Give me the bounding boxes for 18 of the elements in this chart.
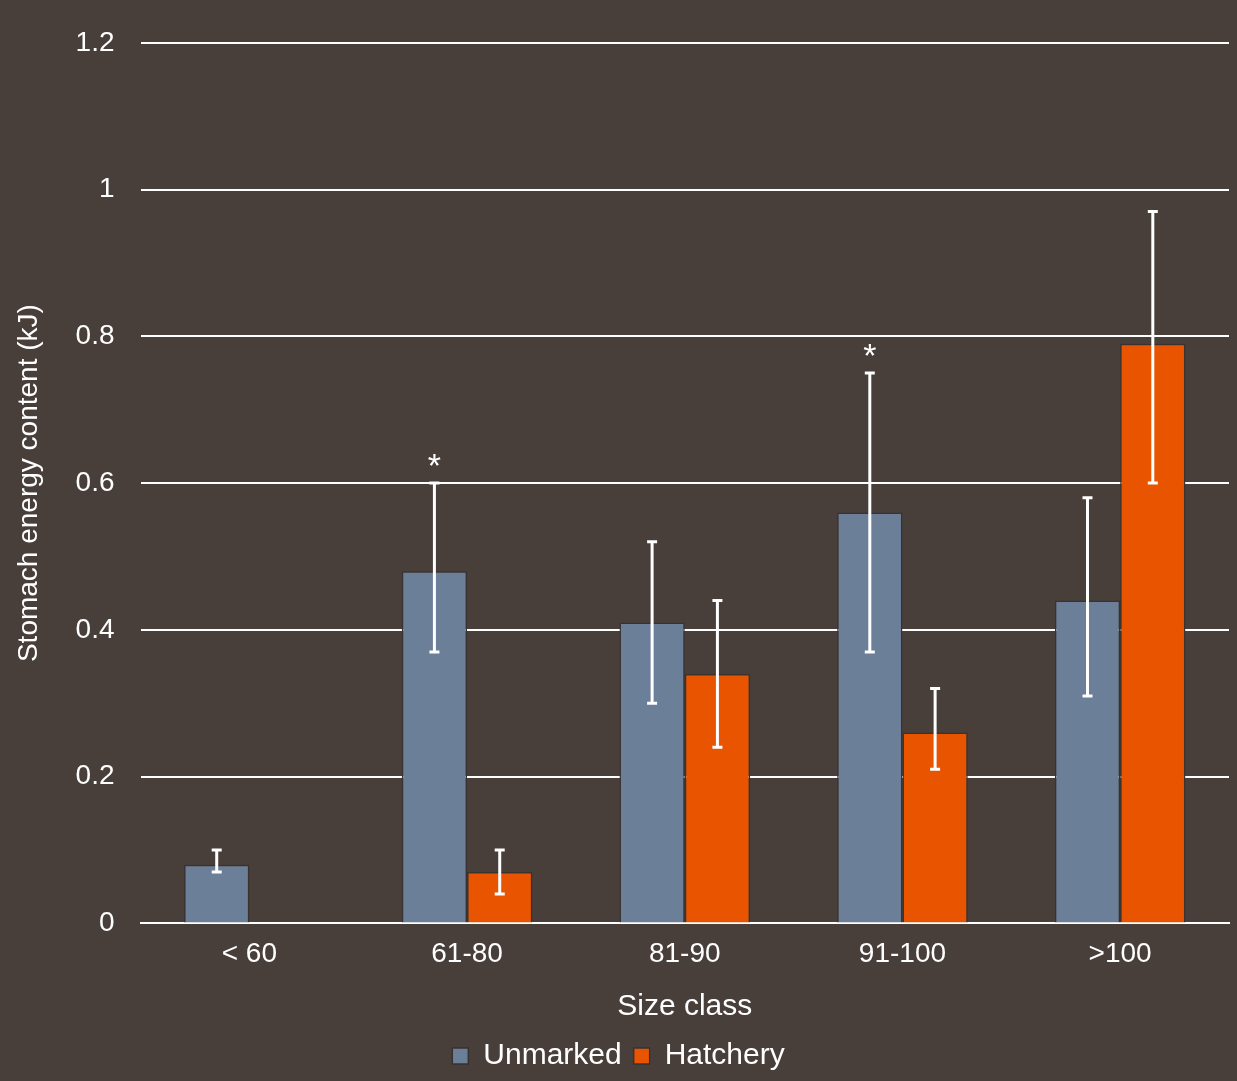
y-tick-label: 0.8	[75, 319, 115, 351]
x-tick-label: >100	[1088, 936, 1152, 968]
y-tick-label: 0	[98, 906, 115, 938]
y-tick-label: 1.2	[75, 25, 115, 57]
y-tick-label: 1	[98, 172, 115, 204]
x-tick-label: < 60	[221, 936, 278, 968]
y-axis-title: Stomach energy content (kJ)	[11, 304, 43, 663]
y-tick-label: 0.2	[75, 759, 115, 791]
annotation: *	[427, 446, 442, 485]
x-axis-title: Size class	[617, 988, 753, 1022]
x-tick-label: 91-100	[858, 936, 947, 968]
annotation: *	[863, 336, 877, 375]
x-tick-label: 61-80	[431, 936, 503, 968]
y-tick-label: 0.4	[75, 612, 115, 644]
x-tick-label: 81-90	[648, 936, 721, 968]
legend-label: Hatchery	[664, 1037, 785, 1071]
y-tick-label: 0.6	[75, 465, 115, 497]
legend-label: Unmarked	[483, 1037, 622, 1071]
